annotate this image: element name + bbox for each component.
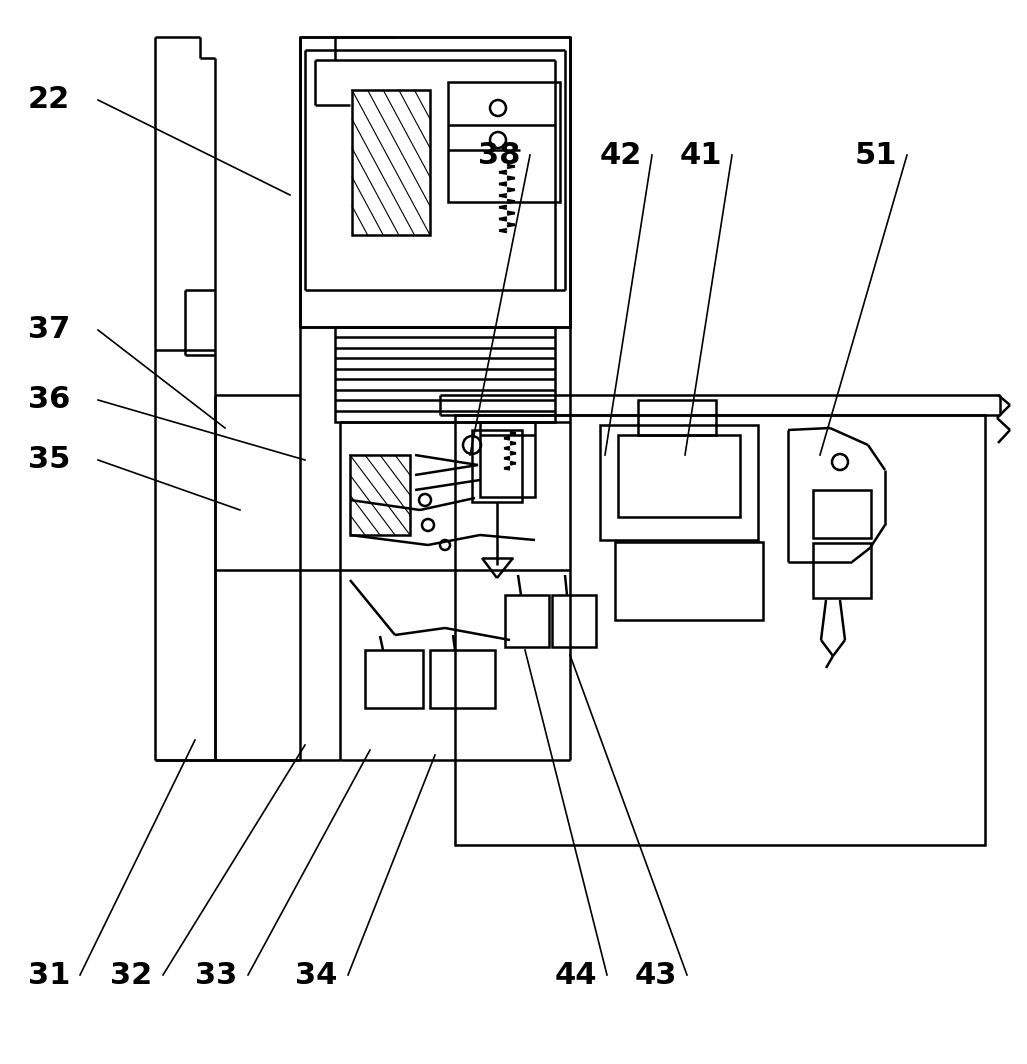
Bar	[350, 455, 410, 535]
Bar	[813, 491, 871, 538]
Text: 33: 33	[195, 961, 237, 990]
Text: 43: 43	[635, 961, 678, 990]
Text: 41: 41	[680, 140, 723, 169]
Bar	[505, 595, 549, 647]
Text: 38: 38	[478, 140, 521, 169]
Text: 31: 31	[28, 961, 71, 990]
Bar	[352, 90, 430, 235]
Bar	[551, 595, 596, 647]
Text: 42: 42	[600, 140, 642, 169]
Bar	[365, 650, 423, 708]
Bar	[472, 430, 522, 502]
Bar	[448, 82, 560, 202]
Text: 44: 44	[555, 961, 598, 990]
Bar	[615, 542, 763, 620]
Text: 22: 22	[28, 85, 70, 115]
Text: 34: 34	[295, 961, 338, 990]
Bar	[335, 327, 555, 422]
Bar	[430, 650, 495, 708]
Text: 32: 32	[110, 961, 152, 990]
Text: 51: 51	[855, 140, 898, 169]
Bar	[600, 425, 758, 541]
Bar	[455, 415, 985, 845]
Text: 35: 35	[28, 446, 71, 475]
Text: 37: 37	[28, 316, 70, 345]
Bar	[618, 435, 740, 517]
Text: 36: 36	[28, 385, 71, 415]
Bar	[638, 400, 716, 435]
Bar	[813, 543, 871, 598]
Bar	[480, 422, 535, 497]
Bar	[300, 37, 570, 327]
